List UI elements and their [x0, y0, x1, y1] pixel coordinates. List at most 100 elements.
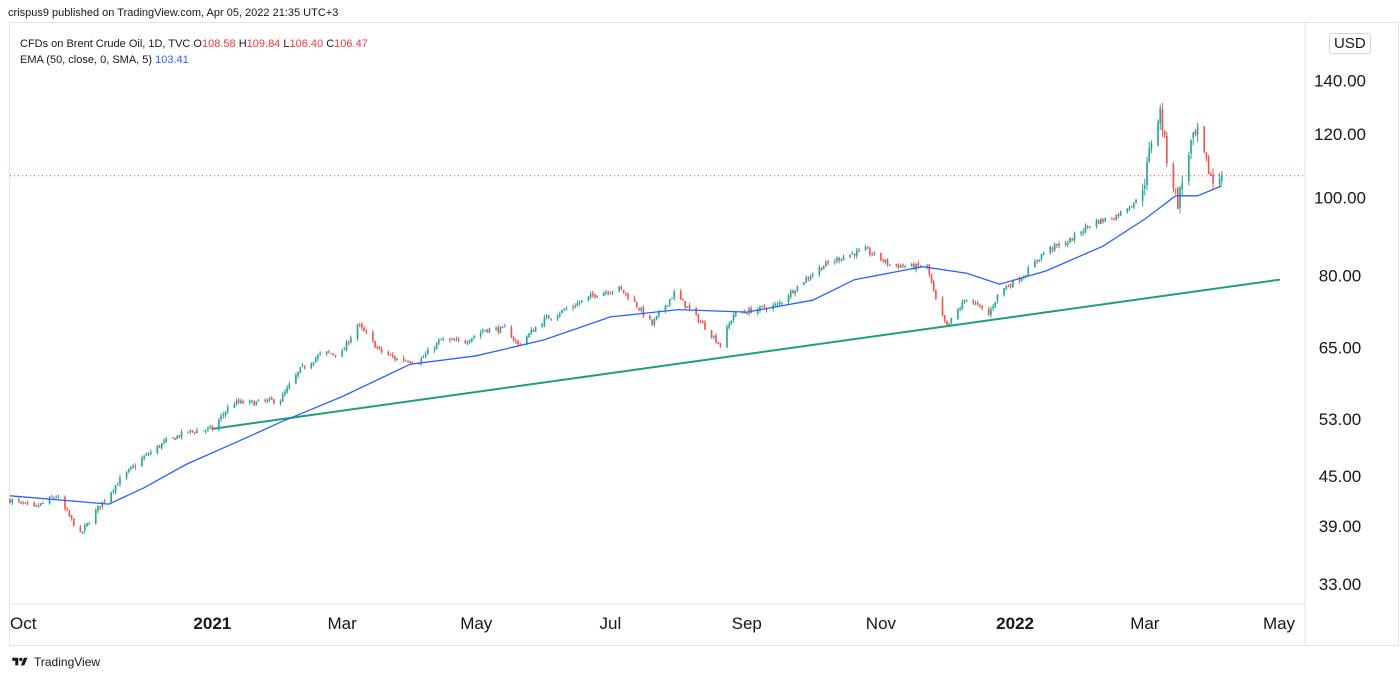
candle-body — [895, 264, 898, 266]
candle-body — [411, 362, 414, 364]
candle-body — [312, 362, 315, 365]
candle-body — [361, 324, 363, 328]
candle-body — [345, 341, 348, 351]
candle-body — [149, 451, 152, 455]
candle-body — [928, 264, 931, 275]
candle-body — [686, 306, 689, 308]
ema-value: 103.41 — [155, 54, 189, 66]
candle-body — [176, 435, 178, 440]
candle-body — [242, 401, 244, 404]
candle-body — [1102, 219, 1104, 222]
candle-body — [1130, 206, 1133, 208]
ema-label[interactable]: EMA (50, close, 0, SMA, 5) — [20, 54, 153, 66]
candle-body — [668, 299, 671, 306]
x-tick-label: May — [1263, 614, 1296, 633]
candle-body — [455, 339, 458, 341]
candle-body — [295, 374, 297, 384]
candle-body — [310, 363, 313, 369]
symbol-name[interactable]: CFDs on Brent Crude Oil, 1D, TVC — [20, 38, 191, 50]
candle-body — [1027, 267, 1030, 276]
candle-body — [915, 263, 917, 270]
candle-body — [728, 323, 730, 328]
candle-body — [1141, 190, 1144, 201]
candle-body — [534, 327, 537, 332]
candle-body — [486, 329, 489, 333]
candle-body — [171, 437, 174, 439]
candle-body — [147, 454, 150, 456]
x-tick-label: Jul — [600, 614, 622, 633]
candle-body — [541, 324, 544, 328]
candle-body — [253, 401, 255, 406]
candle-body — [1190, 139, 1192, 154]
candle-body — [193, 432, 196, 434]
candle-body — [442, 338, 445, 340]
axes: 33.00 39.00 45.00 53.00 65.00 80.00 100.00 120.… — [9, 22, 1366, 646]
candle-body — [822, 266, 825, 270]
candle-body — [526, 336, 528, 344]
x-tick-label: 2021 — [193, 614, 231, 633]
y-tick-label: 39.00 — [1319, 517, 1362, 536]
candle-body — [380, 348, 383, 352]
high-value: 109.84 — [246, 38, 281, 50]
candle-body — [963, 300, 966, 302]
currency-badge[interactable]: USD — [1329, 33, 1371, 54]
candle-body — [528, 333, 530, 338]
candle-body — [189, 429, 192, 432]
candle-body — [145, 453, 148, 456]
ema-line — [9, 185, 1223, 505]
candle-body — [240, 400, 242, 404]
candle-body — [959, 308, 961, 310]
candle-body — [776, 303, 779, 305]
candle-body — [655, 315, 658, 320]
candle-body — [574, 305, 577, 307]
x-tick-label: Nov — [866, 614, 897, 633]
candle-body — [673, 291, 676, 298]
candle-body — [781, 302, 783, 304]
candle-body — [530, 330, 533, 334]
candle-body — [550, 318, 552, 320]
candle-body — [917, 263, 920, 267]
candle-body — [1218, 179, 1221, 185]
candle-body — [1071, 238, 1074, 241]
candle-body — [866, 247, 869, 249]
candle-body — [64, 496, 66, 509]
footer-brand-name: TradingView — [34, 655, 101, 669]
candle-body — [328, 351, 330, 353]
candle-body — [132, 465, 134, 468]
candle-body — [424, 354, 427, 357]
footer-brand[interactable]: TradingView — [10, 655, 100, 669]
candle-body — [42, 502, 44, 504]
candle-body — [86, 523, 88, 527]
candle-body — [649, 315, 651, 320]
candle-body — [1205, 152, 1208, 158]
candle-body — [94, 510, 97, 524]
candle-body — [1188, 155, 1190, 182]
candle-body — [1133, 203, 1135, 208]
candle-body — [664, 305, 667, 312]
candle-body — [807, 277, 810, 279]
candle-body — [356, 324, 359, 339]
candle-body — [81, 531, 84, 533]
candle-body — [578, 302, 581, 304]
x-tick-label: 2022 — [996, 614, 1034, 633]
candle-body — [926, 265, 928, 267]
candle-body — [1056, 243, 1058, 246]
candle-body — [1100, 218, 1102, 224]
candle-body — [222, 414, 225, 416]
candle-body — [957, 309, 959, 320]
candle-body — [55, 496, 58, 498]
candle-body — [1212, 174, 1214, 184]
tradingview-logo-icon — [12, 657, 28, 666]
candle-body — [66, 508, 69, 511]
ema-layer — [9, 185, 1223, 505]
candle-body — [704, 322, 706, 330]
candle-body — [440, 339, 442, 341]
candle-body — [264, 400, 266, 402]
candle-body — [220, 415, 222, 419]
candle-body — [160, 443, 163, 448]
candle-body — [112, 490, 115, 492]
candle-body — [330, 352, 332, 354]
x-tick-label: Mar — [1130, 614, 1160, 633]
candle-body — [156, 445, 159, 453]
